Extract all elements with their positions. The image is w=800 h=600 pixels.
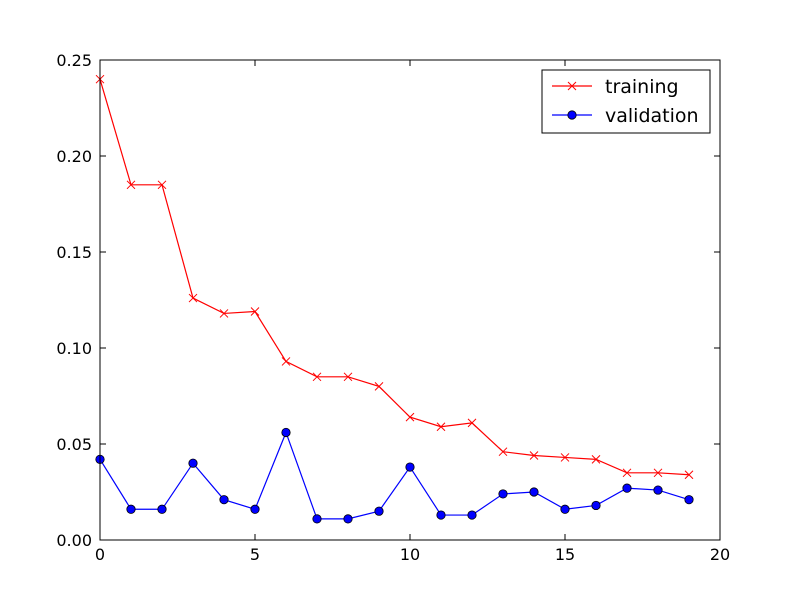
validation-point [436,510,446,520]
validation-point [560,504,570,514]
training-marker-stroke [188,293,198,303]
training-line [99,79,690,476]
training-point [560,453,570,462]
y-tick-label: 0.10 [56,339,92,358]
validation-point [622,483,632,493]
validation-series [95,427,694,524]
training-point [405,412,415,422]
training-point [529,451,539,460]
y-tick-label: 0.15 [56,243,92,262]
training-point [188,293,198,303]
training-point [467,418,477,428]
validation-point [498,489,508,499]
training-marker-stroke [591,455,601,464]
training-marker-stroke [436,422,446,432]
training-point [157,180,167,190]
training-marker-stroke [157,180,167,190]
validation-point [374,506,384,516]
training-point [622,468,632,478]
validation-point [653,485,663,495]
validation-point [126,504,136,514]
validation-point [529,487,539,497]
legend: training validation [541,69,711,134]
training-marker-stroke [684,470,694,480]
training-point [498,447,508,457]
training-marker-stroke [653,468,663,478]
validation-point [281,427,291,438]
legend-training-marker-stroke [567,81,577,91]
validation-point [250,504,260,514]
training-marker-stroke [498,447,508,457]
legend-item: training [552,76,679,98]
y-tick-label: 0.00 [56,531,92,550]
legend-item: validation [552,105,699,127]
validation-point [312,514,322,524]
training-point [281,357,291,366]
training-marker-stroke [374,382,384,391]
legend-label: validation [605,105,699,127]
legend-label: training [605,76,679,98]
training-point [591,455,601,464]
legend-training-point [567,81,577,91]
legend-validation-point [567,110,577,120]
training-point [374,382,384,391]
training-marker-stroke [467,418,477,428]
validation-point [684,495,694,505]
validation-line [99,430,690,520]
y-tick-label: 0.05 [56,435,92,454]
training-marker-stroke [312,372,322,382]
x-tick-label: 10 [400,545,420,564]
x-tick-label: 15 [555,545,575,564]
legend-box [541,69,711,134]
x-tick-label: 0 [95,545,105,564]
x-tick-label: 20 [710,545,730,564]
training-marker-stroke [281,357,291,366]
series-layer [95,74,694,524]
validation-point [219,495,229,505]
validation-point [157,504,167,514]
training-point [436,422,446,432]
training-marker-stroke [219,309,229,318]
validation-point [343,514,353,524]
training-point [312,372,322,382]
x-tick-label: 5 [250,545,260,564]
training-point [250,307,260,316]
training-marker-stroke [560,453,570,462]
y-tick-label: 0.25 [56,51,92,70]
training-marker-stroke [405,412,415,422]
validation-point [188,458,198,468]
training-series [95,74,694,480]
plot-area [100,60,720,540]
y-tick-label: 0.20 [56,147,92,166]
training-marker-stroke [126,180,136,190]
axis-ticks: 0 5 10 15 20 0.00 0.05 0.10 0.15 0.20 0.25 [56,51,730,564]
validation-point [591,500,601,511]
validation-point [405,462,415,472]
training-point [653,468,663,478]
validation-point [467,510,477,520]
training-point [126,180,136,190]
training-point [343,372,353,382]
training-marker-stroke [343,372,353,382]
training-point [219,309,229,318]
training-marker-stroke [529,451,539,460]
training-marker-stroke [250,307,260,316]
training-point [684,470,694,480]
training-marker-stroke [622,468,632,478]
